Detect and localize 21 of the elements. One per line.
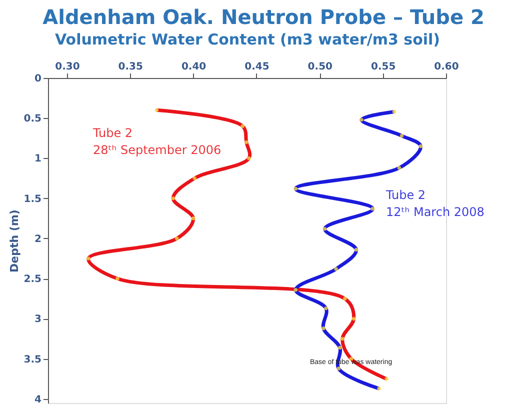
x-tick-label: 0.60 xyxy=(434,62,459,72)
y-tick-label: 0 xyxy=(34,74,42,84)
y-tick-label: 0.5 xyxy=(24,114,42,125)
x-tick-label: 0.45 xyxy=(244,62,270,72)
x-tick-label: 0.35 xyxy=(118,62,143,72)
x-tick-label: 0.40 xyxy=(181,62,206,72)
chart-title: Aldenham Oak. Neutron Probe – Tube 2 xyxy=(42,5,484,29)
y-tick-label: 4 xyxy=(34,394,42,406)
y-tick-label: 1.5 xyxy=(24,194,42,205)
series-label: Tube 2 28ᵗʰ September 2006 xyxy=(92,126,222,157)
y-axis-title: Depth (m) xyxy=(8,210,21,272)
x-tick-label: 0.55 xyxy=(370,62,396,72)
series-label: Tube 2 12ᵗʰ March 2008 xyxy=(385,188,484,219)
x-tick-label: 0.30 xyxy=(55,62,80,72)
y-tick-label: 1 xyxy=(34,154,42,165)
y-tick-label: 2.5 xyxy=(24,274,42,286)
x-axis-title: Volumetric Water Content (m3 water/m3 soil) xyxy=(54,30,440,48)
y-tick-label: 3 xyxy=(34,314,42,326)
y-tick-label: 3.5 xyxy=(24,354,42,366)
y-tick-label: 2 xyxy=(34,234,42,245)
x-tick-label: 0.50 xyxy=(308,62,333,72)
